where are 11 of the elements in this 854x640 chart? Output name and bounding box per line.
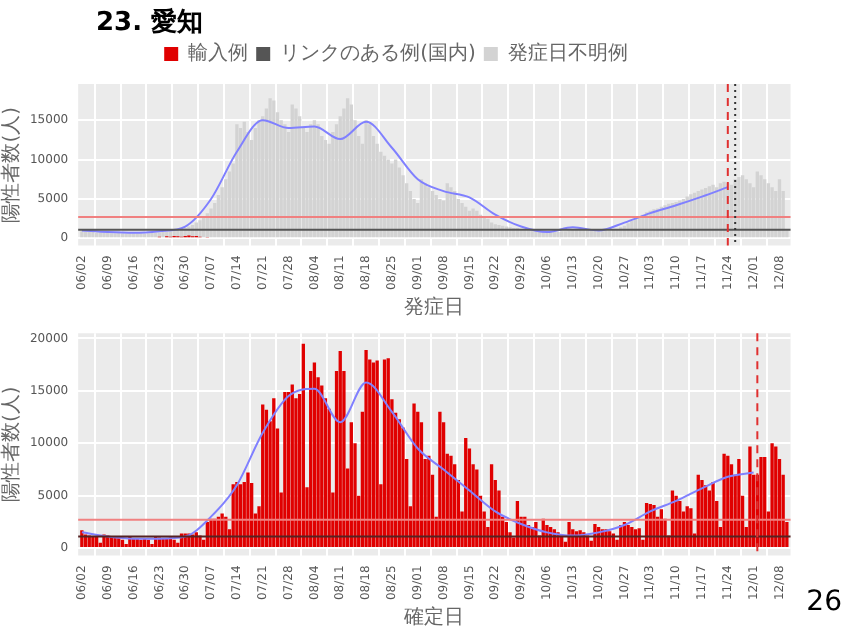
y-axis-title: 陽性者数(人) (0, 106, 24, 223)
x-axis-title: 発症日 (404, 295, 465, 320)
line-series (80, 381, 755, 540)
text: 26 (806, 586, 842, 618)
legend-label: 輸入例 (188, 41, 249, 66)
y-axis-title: 陽性者数(人) (0, 386, 24, 503)
x-axis-title: 確定日 (402, 605, 465, 630)
chart-title: 23. 愛知 (96, 6, 204, 40)
legend-label: リンクのある例(国内) (280, 41, 476, 66)
legend-label: 発症日不明例 (507, 41, 628, 66)
line-series (80, 119, 729, 234)
